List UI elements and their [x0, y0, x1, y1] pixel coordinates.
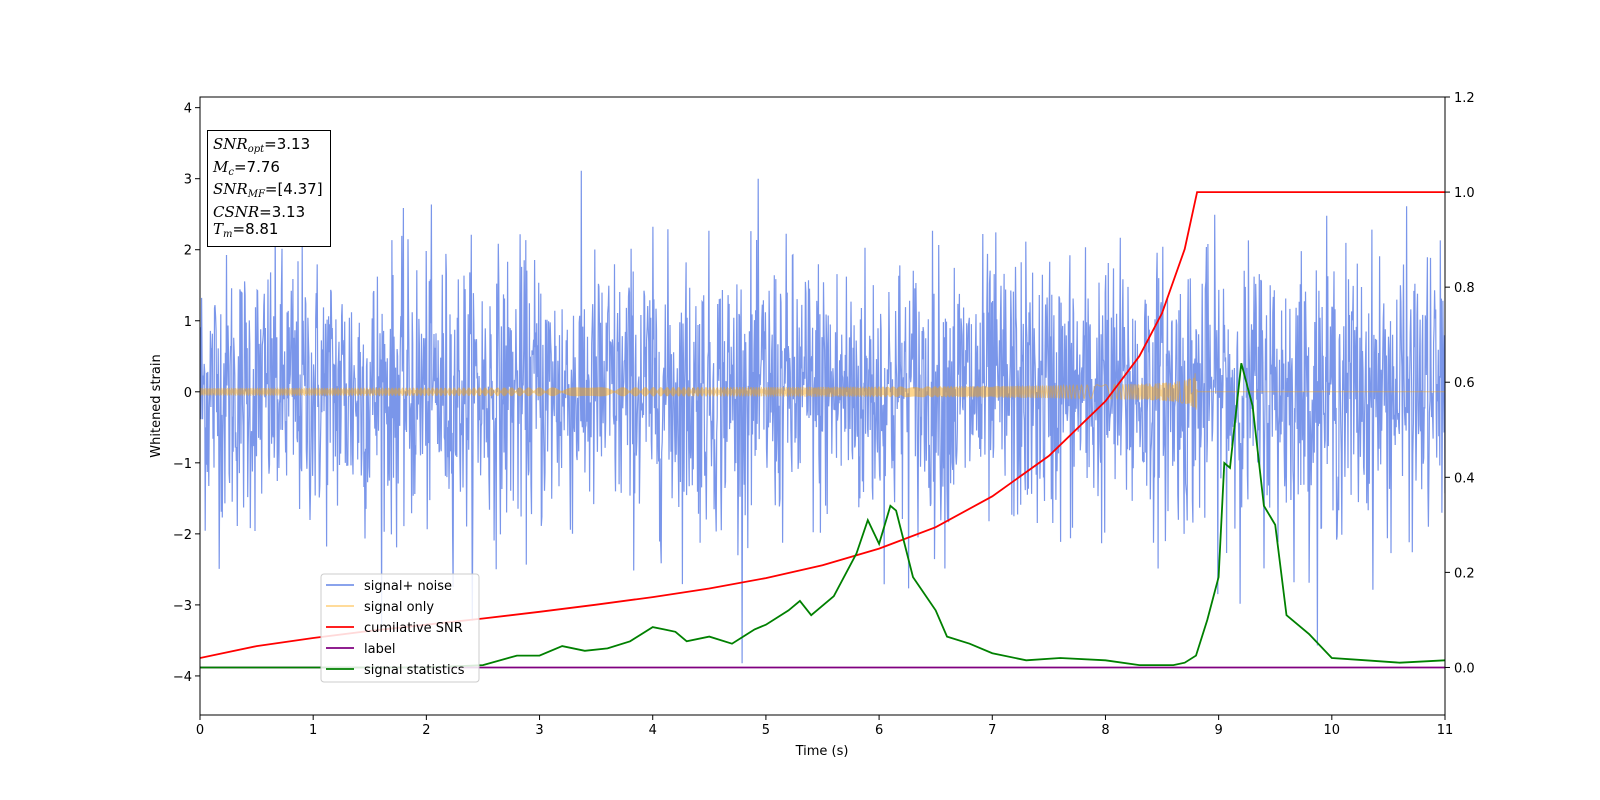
x-tick-label: 1	[309, 723, 317, 738]
annotation-csnr: CSNR=3.13	[213, 202, 330, 222]
x-tick-label: 11	[1437, 723, 1454, 738]
annotation-box: SNRopt=3.13 Mc=7.76 SNRMF=[4.37] CSNR=3.…	[207, 130, 331, 247]
annotation-tm: Tm=8.81	[213, 220, 330, 244]
annotation-tm-subscript: m	[223, 229, 233, 240]
annotation-csnr-value: =3.13	[259, 202, 306, 221]
y-tick-label: 1	[184, 315, 192, 330]
annotation-snr-mf-value: =[4.37]	[264, 180, 323, 198]
annotation-mc: Mc=7.76	[213, 157, 330, 182]
y2-tick-label: 1.2	[1454, 91, 1475, 106]
annotation-mc-subscript: c	[228, 166, 234, 178]
annotation-snr-opt-value: =3.13	[264, 135, 311, 153]
x-tick-label: 8	[1101, 723, 1109, 738]
legend-label-signal-noise: signal+ noise	[364, 579, 452, 594]
x-tick-label: 7	[988, 723, 996, 738]
y-tick-label: 4	[184, 102, 192, 117]
y-axis-label: Whitened strain	[149, 354, 164, 457]
signal-noise-line	[200, 170, 1445, 664]
x-tick-label: 0	[196, 723, 204, 738]
y-tick-label: −3	[173, 599, 192, 614]
annotation-tm-symbol: T	[213, 220, 224, 238]
x-tick-label: 2	[422, 723, 430, 738]
annotation-snr-mf: SNRMF=[4.37]	[213, 180, 330, 204]
x-axis-label: Time (s)	[795, 744, 849, 759]
annotation-mc-value: =7.76	[233, 157, 280, 176]
annotation-csnr-symbol: CSNR	[213, 202, 260, 221]
x-tick-label: 4	[649, 723, 657, 738]
x-tick-label: 6	[875, 723, 883, 738]
signal-statistics-line	[200, 362, 1445, 669]
x-axis: 0 1 2 3 4 5 6 7 8 9 10 11	[196, 715, 1453, 738]
legend: signal+ noise signal only cumilative SNR…	[320, 573, 480, 683]
y-tick-label: 3	[184, 173, 192, 188]
legend-label-signal-statistics: signal statistics	[364, 663, 465, 678]
annotation-snr-mf-symbol: SNR	[213, 180, 248, 198]
legend-label-signal-only: signal only	[364, 600, 434, 615]
annotation-snr-mf-subscript: MF	[247, 189, 265, 200]
signal-only-line	[200, 373, 1445, 410]
y2-tick-label: 0.0	[1454, 661, 1475, 676]
annotation-tm-value: =8.81	[232, 220, 279, 238]
legend-frame	[320, 573, 480, 683]
annotation-snr-opt-subscript: opt	[247, 144, 265, 155]
y-tick-label: 2	[184, 244, 192, 259]
legend-label-cumulative-snr: cumilative SNR	[364, 621, 463, 636]
y2-tick-label: 0.4	[1454, 471, 1475, 486]
x-tick-label: 9	[1214, 723, 1222, 738]
y-tick-label: −1	[173, 457, 192, 472]
y-tick-label: −2	[173, 528, 192, 543]
x-tick-label: 10	[1324, 723, 1341, 738]
y2-tick-label: 0.2	[1454, 566, 1475, 581]
x-tick-label: 5	[762, 723, 770, 738]
y-axis-left: −4 −3 −2 −1 0 1 2 3 4	[173, 102, 200, 685]
y-tick-label: 0	[184, 386, 192, 401]
plot-frame	[199, 96, 1446, 716]
annotation-snr-opt: SNRopt=3.13	[213, 135, 330, 159]
x-tick-label: 3	[535, 723, 543, 738]
y-tick-label: −4	[173, 670, 192, 685]
annotation-mc-symbol: M	[213, 157, 229, 176]
y2-tick-label: 0.6	[1454, 376, 1475, 391]
y2-tick-label: 0.8	[1454, 281, 1475, 296]
legend-label-label: label	[364, 642, 395, 657]
annotation-snr-opt-symbol: SNR	[213, 135, 248, 153]
y-axis-right: 0.0 0.2 0.4 0.6 0.8 1.0 1.2	[1445, 91, 1475, 676]
y2-tick-label: 1.0	[1454, 186, 1475, 201]
